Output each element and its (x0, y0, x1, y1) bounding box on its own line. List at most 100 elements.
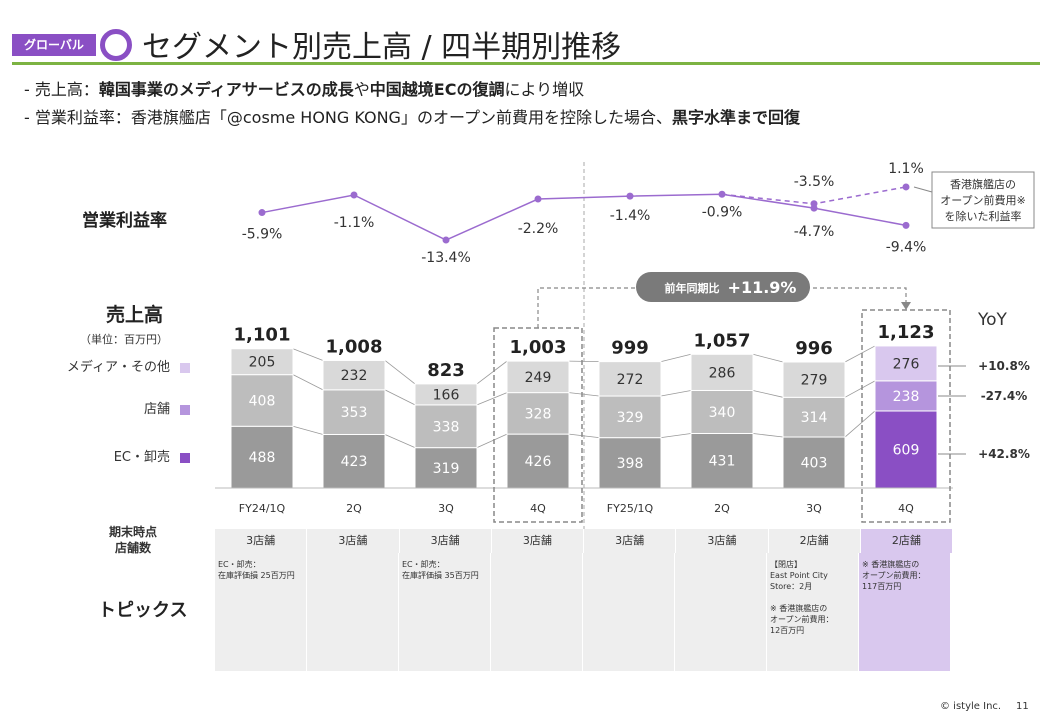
bar-total-label: 1,057 (694, 330, 751, 351)
margin-point (258, 209, 266, 217)
bar-value-label: 329 (617, 410, 644, 426)
legend-ec: EC・卸売 (40, 446, 190, 465)
title-underline (12, 62, 1040, 65)
bar-segment (230, 348, 294, 376)
bar-total-label: 1,003 (510, 337, 567, 358)
bar-segment (414, 383, 478, 406)
bar-connector-line (660, 353, 692, 363)
bar-value-label: 319 (433, 461, 460, 477)
legend-ec-label: EC・卸売 (113, 450, 170, 465)
bar-value-label: 431 (709, 454, 736, 470)
bar-segment (230, 374, 294, 427)
bar-segment (322, 359, 386, 391)
bar-value-label: 403 (801, 456, 828, 472)
bar-segment (598, 437, 662, 489)
topic-cell: 【閉店】 East Point City Store：2月 ※ 香港旗艦店の オ… (767, 553, 859, 671)
bullet-sales: - 売上高：韓国事業のメディアサービスの成長や中国越境ECの復調により増収 (24, 76, 584, 100)
bar-connector-line (844, 345, 876, 363)
legend-media-swatch (180, 362, 190, 373)
topic-cell (583, 553, 675, 671)
topic-cell (307, 553, 399, 671)
bar-value-label: 609 (893, 442, 920, 458)
adjusted-note-text: オープン前費用※ (940, 193, 1026, 207)
bar-value-label: 238 (893, 389, 920, 405)
bar-segment (782, 396, 846, 438)
bar-value-label: 353 (341, 405, 368, 421)
margin-point (442, 236, 450, 244)
page-title: セグメント別売上高 / 四半期別推移 (142, 30, 622, 65)
page-number: 11 (1016, 701, 1029, 712)
margin-value-label: -9.4% (886, 239, 927, 255)
adjusted-margin-label: 1.1% (888, 161, 924, 177)
margin-line (261, 193, 907, 241)
legend-ec-swatch (180, 452, 190, 463)
store-count-cell: 2店舗 (860, 529, 953, 553)
x-tick-label: 3Q (806, 502, 822, 515)
bar-connector-line (384, 389, 416, 406)
x-tick-label: FY25/1Q (607, 502, 654, 515)
yoy-title: YoY (978, 310, 1007, 330)
store-count-cell: 3店舗 (676, 529, 769, 553)
x-tick-label: FY24/1Q (239, 502, 286, 515)
yoy-callout-value: +11.9% (728, 278, 797, 297)
margin-value-label: -13.4% (421, 250, 471, 266)
bar-connector-line (752, 353, 784, 363)
legend-media: メディア・その他 (40, 356, 190, 375)
bar-connector-line (660, 390, 692, 397)
bar-value-label: 314 (801, 410, 828, 426)
x-tick-label: 4Q (530, 502, 546, 515)
legend-store-swatch (180, 404, 190, 415)
bar-total-label: 1,008 (326, 336, 383, 357)
bar-value-label: 166 (433, 387, 460, 403)
legend-store: 店舗 (40, 398, 190, 417)
bar-segment (322, 433, 386, 489)
bullet-0-part-1: 韓国事業のメディアサービスの成長 (98, 80, 354, 99)
bar-segment (598, 395, 662, 439)
adjusted-margin-point (810, 200, 818, 208)
bar-connector-line (292, 425, 324, 435)
bar-connector-line (384, 434, 416, 449)
margin-point (350, 191, 358, 199)
topic-cell: EC・卸売： 在庫評価損 35百万円 (399, 553, 491, 671)
bullet-0-part-3: 中国越境ECの復調 (369, 80, 505, 99)
bar-total-label: 1,123 (878, 322, 935, 343)
stores-header: 期末時点 店舗数 (108, 525, 157, 555)
stores-row: 3店舗 3店舗 3店舗 3店舗 3店舗 3店舗 2店舗 2店舗 (215, 529, 953, 553)
adjusted-note-text: 香港旗艦店の (950, 177, 1016, 191)
yoy-value: +42.8% (978, 447, 1030, 461)
topic-cell (491, 553, 583, 671)
bar-total-label: 999 (611, 338, 649, 359)
margin-point (902, 221, 910, 229)
topics-row: EC・卸売： 在庫評価損 25百万円 EC・卸売： 在庫評価損 35百万円 【閉店】… (215, 553, 953, 671)
ring-icon (100, 29, 132, 61)
yoy-callout-pill (636, 272, 810, 302)
bar-segment (506, 360, 570, 394)
store-count-cell: 3店舗 (491, 529, 584, 553)
unit-label: （単位：百万円） (80, 333, 168, 346)
x-tick-label: 4Q (898, 502, 914, 515)
adjusted-note-box (931, 171, 1035, 229)
margin-label: 営業利益率 (82, 211, 167, 231)
margin-value-label: -5.9% (242, 227, 283, 243)
margin-value-label: -4.7% (794, 224, 835, 240)
bar-value-label: 286 (709, 365, 736, 381)
bar-value-label: 398 (617, 456, 644, 472)
bar-connector-line (752, 433, 784, 438)
bullet-0-part-2: や (353, 80, 370, 99)
bar-segment (690, 432, 754, 489)
yoy-value: +10.8% (978, 359, 1030, 373)
margin-value-label: -1.4% (610, 208, 651, 224)
store-count-cell: 3店舗 (584, 529, 677, 553)
yoy-value: -27.4% (981, 389, 1028, 403)
adjusted-margin-point (902, 183, 910, 191)
margin-value-label: -1.1% (334, 215, 375, 231)
legend-media-label: メディア・その他 (66, 360, 170, 375)
bar-connector-line (660, 433, 692, 439)
bar-segment (690, 389, 754, 434)
copyright: © istyle Inc. (940, 701, 1002, 712)
adjusted-note-text: を除いた利益率 (945, 209, 1022, 223)
x-tick-label: 2Q (714, 502, 730, 515)
region-tag: グローバル (12, 34, 96, 56)
adjusted-margin-label: -3.5% (794, 174, 835, 190)
